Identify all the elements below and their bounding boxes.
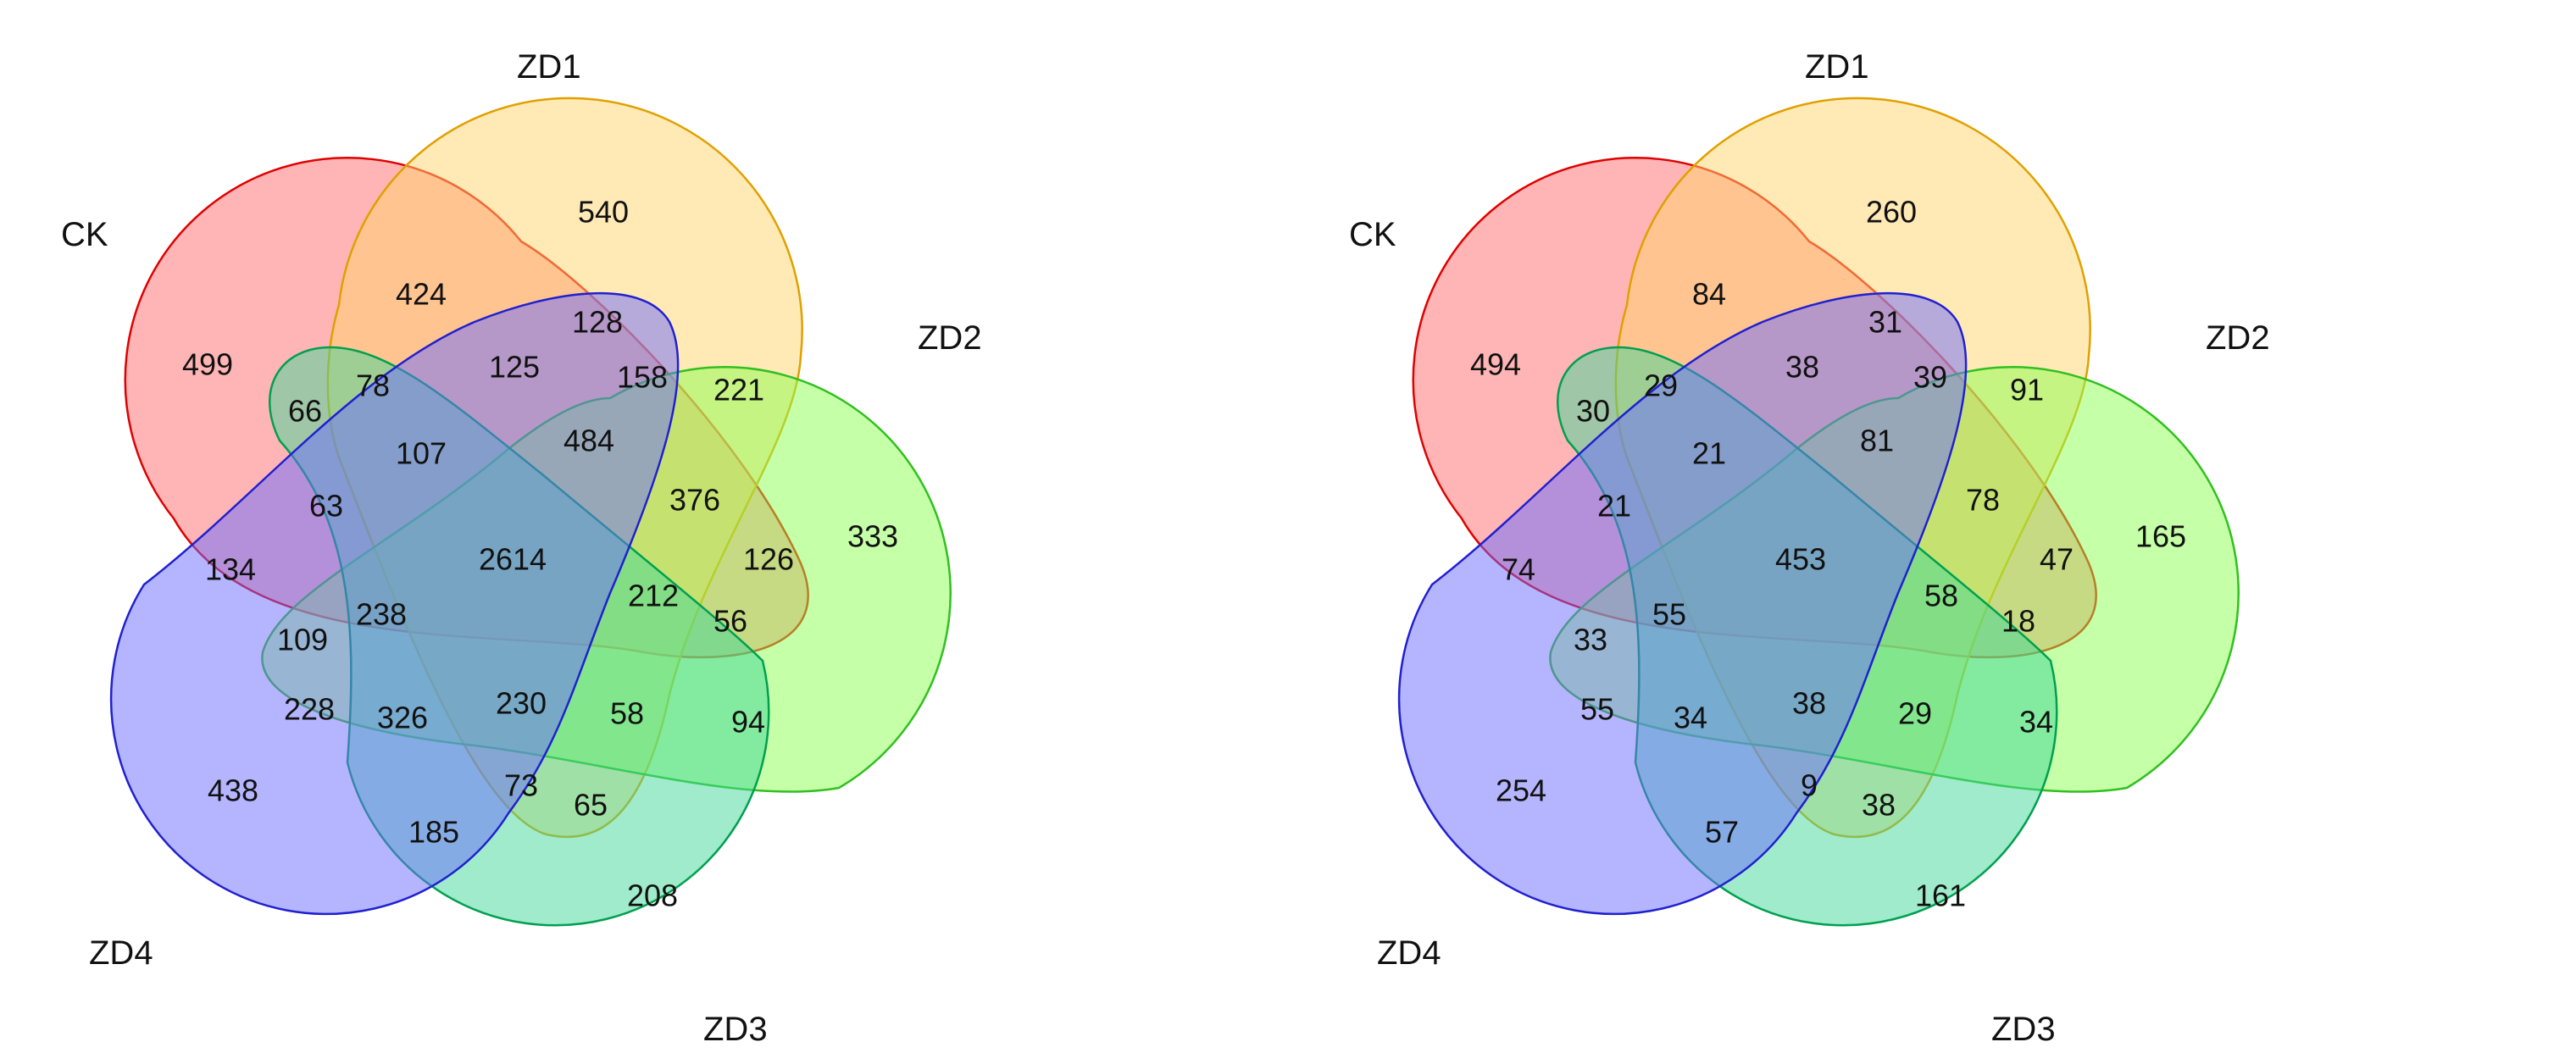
count-region: 376 [669,483,720,518]
count-region: 484 [564,424,614,458]
count-region: 55 [1652,597,1686,632]
set-shape-zd4 [1397,291,1968,916]
count-region: 126 [743,542,794,577]
set-shapes [109,97,952,927]
count-zd4-only: 254 [1496,773,1546,808]
count-region: 21 [1597,489,1631,524]
count-zd2-only: 165 [2135,519,2186,554]
count-region: 73 [504,768,538,803]
count-region: 38 [1785,350,1819,385]
set-label-zd2: ZD2 [918,319,982,357]
venn-diagram-2: CK ZD1 ZD2 ZD3 ZD4 494 260 165 161 254 8… [1288,0,2576,1053]
set-shapes [1397,97,2240,927]
count-region: 230 [496,686,547,721]
count-zd1-only: 260 [1866,195,1917,230]
set-label-zd3: ZD3 [703,1011,768,1048]
count-region: 63 [309,489,343,524]
venn-diagram-1: CK ZD1 ZD2 ZD3 ZD4 499 540 333 208 438 4… [61,48,982,1048]
set-label-zd2: ZD2 [2206,319,2270,357]
count-region: 109 [277,623,328,657]
count-zd2-zd3: 94 [731,705,765,740]
count-region: 158 [617,360,668,395]
count-region: 78 [1966,483,2000,518]
count-ck-zd4: 74 [1502,552,1535,587]
count-region: 66 [288,394,322,429]
count-region: 38 [1792,686,1826,721]
count-region: 9 [1801,768,1818,803]
count-region: 31 [1868,305,1902,340]
count-zd1-only: 540 [578,195,629,230]
count-region: 33 [1574,623,1607,657]
count-region: 65 [574,788,608,823]
venn-diagram-1-svg: CK ZD1 ZD2 ZD3 ZD4 499 540 333 208 438 4… [61,48,982,1048]
count-region: 38 [1862,788,1896,823]
count-zd3-only: 208 [627,878,678,913]
count-zd3-zd4: 185 [408,815,459,850]
count-region: 2614 [479,542,547,577]
count-zd3-only: 161 [1915,878,1966,913]
count-region: 58 [1924,579,1958,613]
set-shape-zd4 [109,291,680,916]
count-region: 21 [1692,436,1726,471]
set-label-zd1: ZD1 [1805,48,1869,86]
set-label-zd4: ZD4 [89,934,153,972]
count-region: 34 [1674,701,1707,735]
count-zd1-zd2: 91 [2010,373,2044,407]
count-region: 453 [1775,542,1826,577]
count-zd1-zd2: 221 [713,373,764,407]
count-region: 326 [377,701,428,735]
count-ck-zd1: 424 [396,277,447,312]
venn-diagram-2-svg: CK ZD1 ZD2 ZD3 ZD4 494 260 165 161 254 8… [1349,48,2270,1048]
count-region: 56 [713,604,747,639]
count-region: 18 [2001,604,2035,639]
count-region: 128 [572,305,623,340]
count-region: 55 [1580,692,1614,727]
count-region: 107 [396,436,447,471]
set-label-zd3: ZD3 [1991,1011,2056,1048]
count-ck-zd4: 134 [205,552,256,587]
set-label-ck: CK [61,216,108,253]
count-region: 29 [1898,696,1932,731]
count-zd4-only: 438 [208,773,258,808]
count-region: 78 [356,369,390,403]
count-region: 212 [628,579,679,613]
count-region: 81 [1860,424,1894,458]
set-label-zd4: ZD4 [1377,934,1441,972]
count-region: 125 [489,350,540,385]
count-zd2-only: 333 [847,519,898,554]
count-region: 228 [284,692,335,727]
count-zd2-zd3: 34 [2019,705,2053,740]
count-zd3-zd4: 57 [1705,815,1739,850]
count-region: 29 [1644,369,1678,403]
count-ck-only: 494 [1470,347,1521,382]
set-label-ck: CK [1349,216,1396,253]
count-region: 30 [1576,394,1610,429]
count-ck-only: 499 [182,347,233,382]
count-region: 58 [610,696,644,731]
count-region: 238 [356,597,407,632]
count-ck-zd1: 84 [1692,277,1726,312]
count-region: 47 [2040,542,2074,577]
count-region: 39 [1913,360,1947,395]
set-label-zd1: ZD1 [517,48,581,86]
